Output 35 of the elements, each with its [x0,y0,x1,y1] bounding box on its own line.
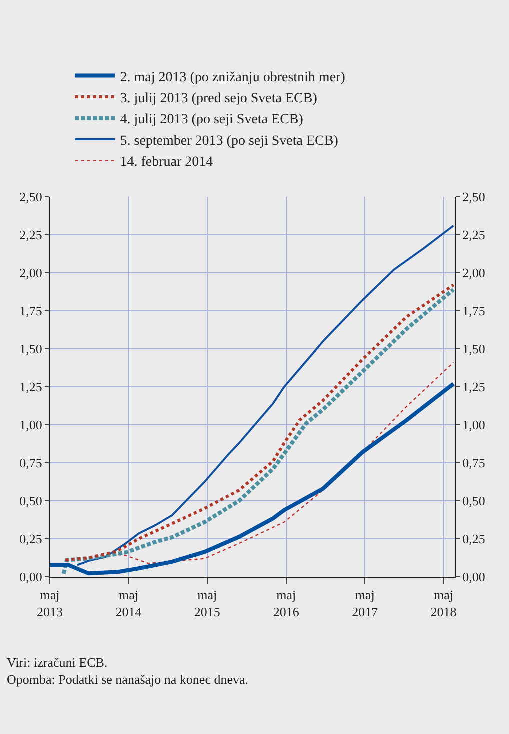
y-tick-label: 2,00 [20,266,42,281]
y-tick-label: 0,50 [20,494,42,509]
text: Viri: izračuni ECB. [7,655,108,670]
y2-tick-label: 1,25 [462,380,486,395]
y2-tick-label: 0,75 [462,456,486,471]
legend-label: 3. julij 2013 (pred sejo Sveta ECB) [120,91,318,106]
x-tick-label: maj 2013 [37,588,63,620]
legend-label: 2. maj 2013 (po znižanju obrestnih mer) [120,70,346,86]
y-tick-label: 2,25 [20,228,42,243]
y-tick-label: 0,00 [20,570,42,585]
x-tick-label: maj 2017 [352,588,379,620]
y-tick-label: 0,25 [20,532,42,547]
y-tick-label: 1,50 [20,342,42,357]
y-tick-label: 0,75 [20,456,42,471]
y2-tick-label: 2,00 [462,266,486,281]
y2-tick-label: 0,25 [462,532,486,547]
y2-tick-label: 2,25 [462,228,486,243]
x-tick-label: maj 2014 [116,588,142,620]
x-tick-label: maj 2015 [194,588,220,620]
x-tick-label: maj 2016 [273,588,300,620]
legend-label: 4. julij 2013 (po seji Sveta ECB) [120,112,304,128]
y-tick-label: 1,25 [20,380,42,395]
y2-tick-label: 1,50 [462,342,486,357]
y-tick-label: 2,50 [20,190,42,205]
y2-tick-label: 1,75 [462,304,486,319]
x-tick-label: maj 2018 [430,588,457,620]
legend-label: 14. februar 2014 [120,155,214,170]
legend-label: 5. september 2013 (po seji Sveta ECB) [120,134,339,149]
y2-tick-label: 0,50 [462,494,486,509]
y2-tick-label: 0,00 [462,570,486,585]
y2-tick-label: 2,50 [462,190,486,205]
text: Opomba: Podatki se nanašajo na konec dneva. [7,672,249,687]
y-tick-label: 1,00 [20,418,42,433]
y-tick-label: 1,75 [20,304,42,319]
y2-tick-label: 1,00 [462,418,486,433]
